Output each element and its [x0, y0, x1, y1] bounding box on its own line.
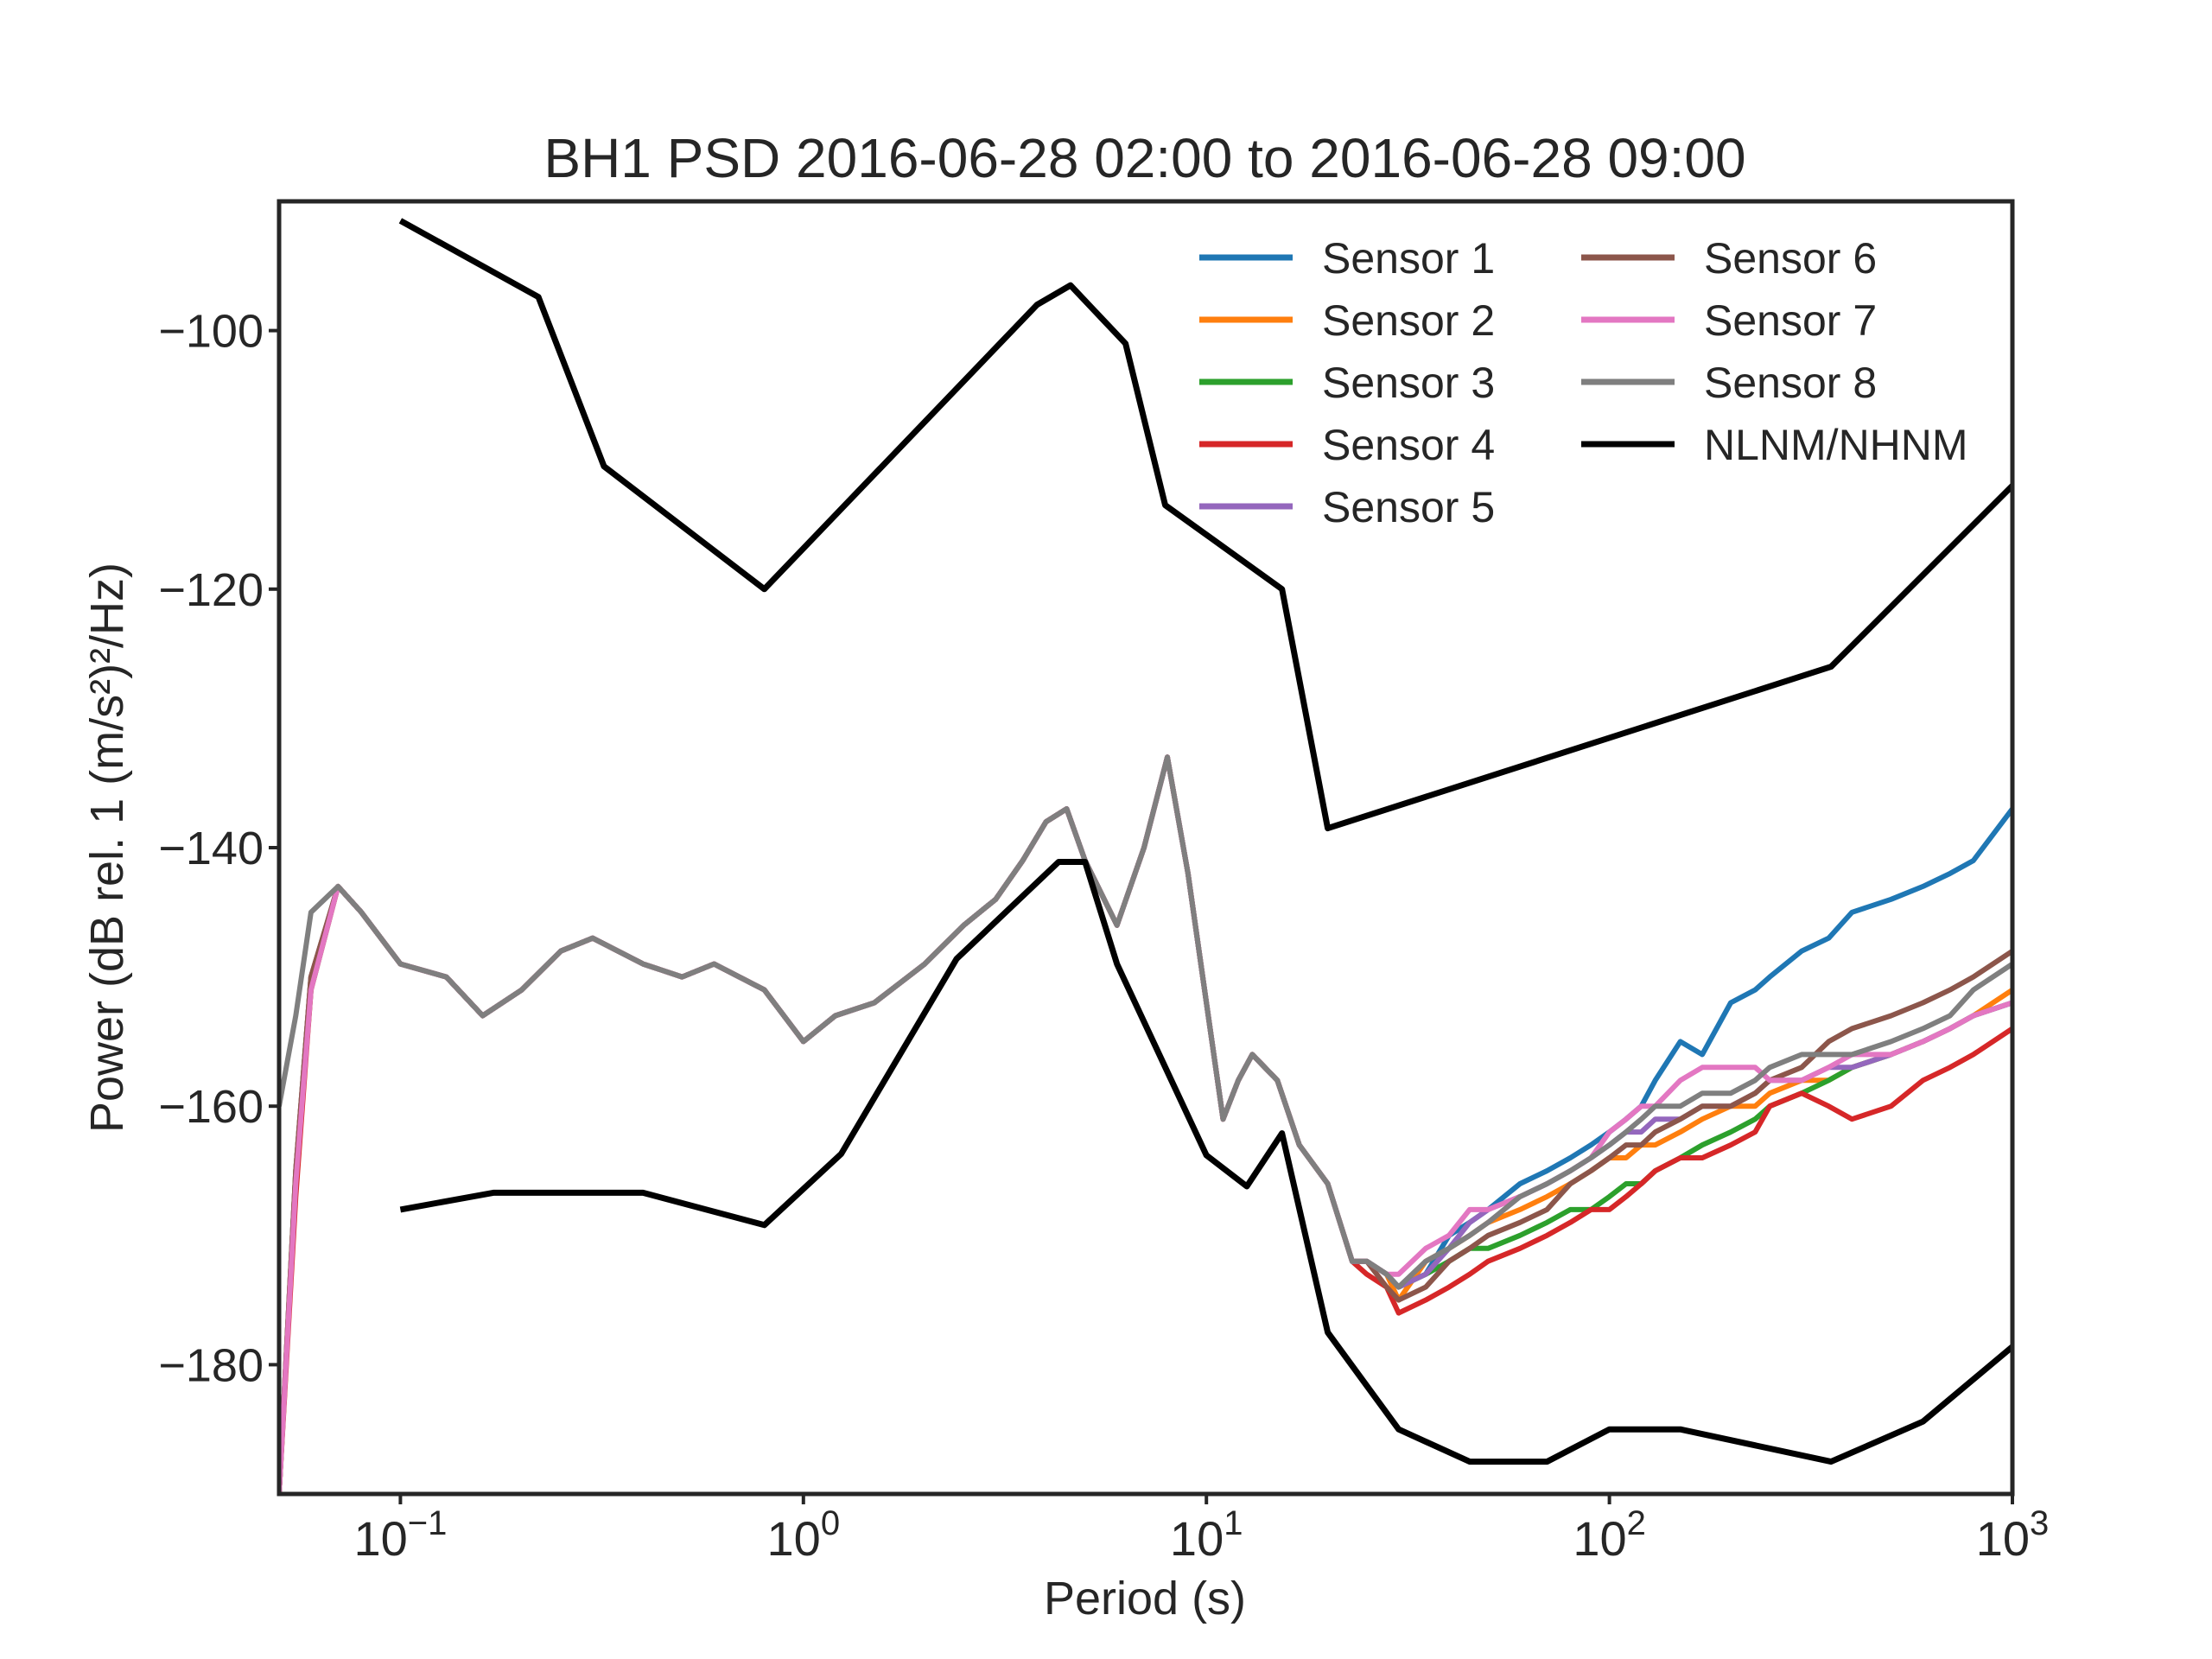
legend-label: Sensor 1: [1322, 234, 1495, 283]
legend-label: Sensor 8: [1704, 359, 1877, 407]
y-tick-label: −120: [158, 564, 264, 616]
legend-label: Sensor 6: [1704, 234, 1877, 283]
y-tick-label: −140: [158, 823, 264, 874]
legend-label: NLNM/NHNM: [1704, 421, 1968, 469]
legend-label: Sensor 7: [1704, 296, 1877, 345]
x-tick-label: 101: [1170, 1504, 1243, 1566]
y-axis-ticks: −100 −120 −140 −160 −180: [158, 306, 279, 1391]
series-line-nlnm-nhnm: [398, 218, 2012, 832]
series-line-sensor-8: [279, 754, 2012, 1290]
y-axis-label: Power (dB rel. 1 (m/s²)²/Hz): [81, 563, 133, 1133]
y-tick-label: −160: [158, 1081, 264, 1133]
x-axis-ticks: 10−1 100 101 102 103: [353, 1494, 2049, 1566]
series-layer: [279, 218, 2012, 1494]
x-tick-label: 100: [767, 1504, 841, 1566]
legend-label: Sensor 4: [1322, 421, 1495, 469]
series-line-nlnm-lower: [399, 859, 2012, 1465]
legend: Sensor 1 Sensor 2 Sensor 3 Sensor 4 Sensor 5…: [1199, 234, 1968, 531]
x-tick-label: 103: [1976, 1504, 2050, 1566]
x-axis-label: Period (s): [1044, 1573, 1246, 1624]
y-tick-label: −100: [158, 306, 264, 358]
x-tick-label: 102: [1573, 1504, 1646, 1566]
legend-label: Sensor 5: [1322, 483, 1495, 531]
chart-title: BH1 PSD 2016-06-28 02:00 to 2016-06-28 0…: [543, 127, 1745, 189]
y-tick-label: −180: [158, 1339, 264, 1391]
legend-label: Sensor 3: [1322, 359, 1495, 407]
x-tick-label: 10−1: [353, 1504, 447, 1566]
legend-label: Sensor 2: [1322, 296, 1495, 345]
